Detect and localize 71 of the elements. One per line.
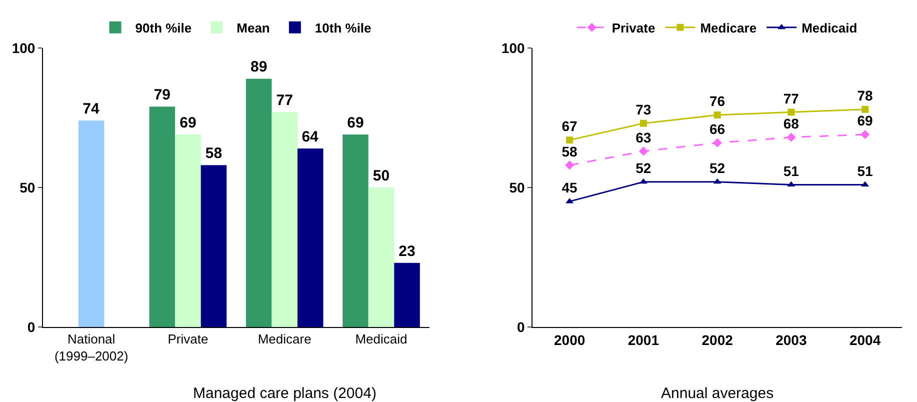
data-label: 50 [372, 168, 390, 184]
bar [200, 165, 227, 327]
point [639, 178, 648, 184]
data-label: 76 [710, 93, 726, 110]
data-label: 52 [710, 160, 726, 176]
data-label: 63 [636, 129, 652, 146]
x-axis-title: Annual averages [661, 385, 774, 402]
point [712, 138, 722, 148]
point [788, 108, 795, 116]
data-label: 69 [857, 112, 874, 129]
point [565, 160, 574, 170]
data-label: 73 [636, 101, 652, 118]
bar [394, 262, 420, 327]
x-tick-label: Medicare [258, 332, 312, 347]
bar [175, 134, 201, 327]
bar [368, 188, 394, 327]
bar [297, 148, 324, 327]
bar [78, 120, 104, 327]
data-label: 74 [82, 100, 100, 118]
x-axis-title: Managed care plans (2004) [193, 385, 376, 402]
legend-label: Mean [236, 20, 270, 36]
legend-label: Medicare [700, 20, 757, 36]
legend-label: 10th %ile [314, 20, 372, 36]
data-label: 67 [562, 118, 578, 134]
data-label: 51 [857, 162, 874, 179]
y-tick-label: 100 [501, 40, 526, 56]
y-tick-label: 50 [509, 179, 526, 196]
point [566, 136, 574, 144]
point [713, 178, 722, 184]
x-tick-label: 2001 [628, 332, 660, 348]
point [566, 198, 574, 204]
point [862, 106, 869, 113]
data-label: 68 [783, 115, 800, 132]
data-label: 89 [250, 58, 268, 76]
data-label: 66 [710, 120, 726, 137]
x-tick-label: Private [168, 332, 208, 347]
point [860, 130, 870, 140]
x-tick-label: 2000 [554, 332, 586, 348]
bar [149, 106, 176, 327]
data-label: 45 [562, 180, 578, 196]
bar [246, 78, 272, 327]
point [714, 111, 721, 118]
data-label: 79 [154, 86, 171, 104]
point [640, 120, 647, 127]
data-label: 77 [276, 92, 293, 110]
x-tick-label: 2004 [849, 332, 881, 348]
data-label: 64 [302, 128, 320, 146]
data-label: 78 [857, 88, 874, 104]
point [638, 146, 648, 156]
data-label: 52 [636, 160, 652, 176]
y-tick-label: 50 [20, 179, 36, 196]
data-label: 77 [783, 90, 800, 106]
data-label: 69 [180, 114, 196, 132]
legend-label: 90th %ile [135, 20, 192, 36]
bar [272, 112, 298, 327]
data-label: 58 [562, 143, 578, 160]
x-tick-label: National (1999–2002) [54, 332, 128, 364]
y-tick-label: 100 [12, 40, 36, 56]
legend-label: Medicaid [802, 20, 858, 36]
point [786, 132, 796, 142]
x-tick-label: 2002 [702, 332, 734, 348]
legend-label: Private [612, 20, 656, 36]
y-tick-label: 0 [27, 318, 36, 335]
data-label: 69 [347, 114, 364, 132]
y-tick-label: 0 [517, 318, 526, 335]
x-tick-label: Medicaid [355, 332, 408, 347]
x-tick-label: 2003 [776, 332, 807, 348]
data-label: 23 [398, 242, 416, 260]
data-label: 58 [205, 145, 222, 162]
bar [342, 134, 368, 327]
data-label: 51 [783, 162, 800, 179]
